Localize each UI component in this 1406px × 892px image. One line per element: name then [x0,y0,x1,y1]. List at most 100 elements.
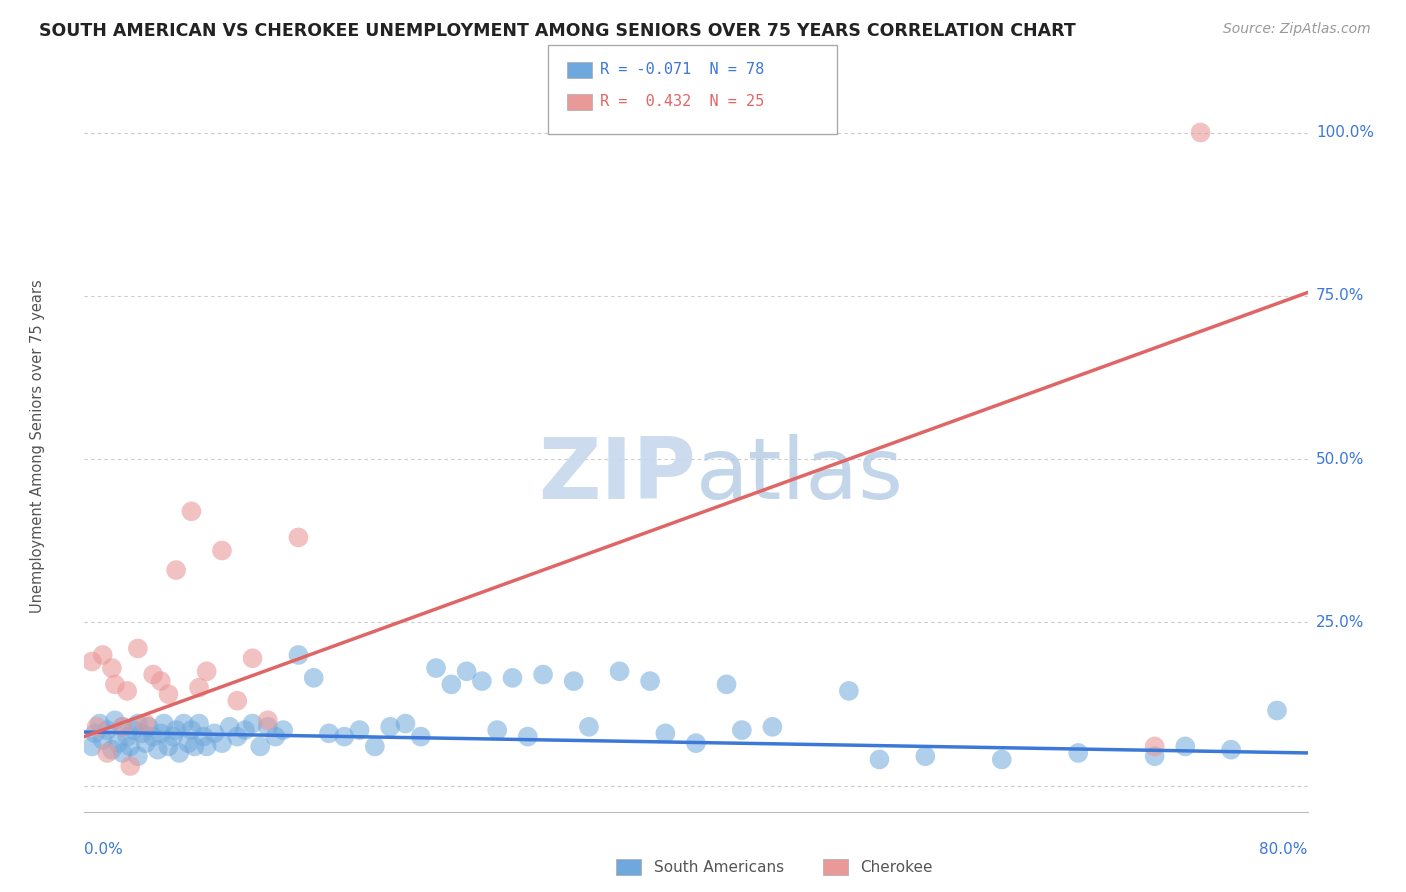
Point [120,759,142,773]
Point [96,746,118,760]
Point [1265,704,1288,718]
Text: R = -0.071  N = 78: R = -0.071 N = 78 [600,62,765,77]
Text: SOUTH AMERICAN VS CHEROKEE UNEMPLOYMENT AMONG SENIORS OVER 75 YEARS CORRELATION : SOUTH AMERICAN VS CHEROKEE UNEMPLOYMENT … [39,22,1076,40]
Point [120,739,142,754]
Point [111,746,134,760]
Point [80,655,103,669]
Point [991,752,1014,766]
Point [380,720,402,734]
Point [91,732,114,747]
Point [142,667,165,681]
Point [471,674,494,689]
Point [486,723,509,737]
Text: 0.0%: 0.0% [84,842,124,857]
Point [84,726,107,740]
Point [264,730,287,744]
Point [562,674,585,689]
Point [131,726,153,740]
Text: South Americans: South Americans [654,860,785,874]
Point [188,681,211,695]
Point [1174,739,1197,754]
Point [226,694,249,708]
Point [193,730,215,744]
Point [1143,739,1166,754]
Point [115,684,138,698]
Point [122,723,145,737]
Point [89,716,111,731]
Point [101,742,124,756]
Point [165,563,187,577]
Point [242,651,264,665]
Point [302,671,325,685]
Text: 25.0%: 25.0% [1316,615,1364,630]
Point [107,736,129,750]
Point [157,687,180,701]
Point [318,726,340,740]
Point [233,723,256,737]
Point [394,716,416,731]
Point [157,739,180,754]
Text: 80.0%: 80.0% [1260,842,1308,857]
Text: Cherokee: Cherokee [860,860,934,874]
Point [104,677,127,691]
Point [685,736,707,750]
Text: Unemployment Among Seniors over 75 years: Unemployment Among Seniors over 75 years [31,279,45,613]
Point [165,723,187,737]
Point [440,677,463,691]
Point [111,720,134,734]
Point [349,723,371,737]
Point [249,739,271,754]
Point [135,716,157,731]
Point [287,648,309,662]
Point [127,716,149,731]
Text: 50.0%: 50.0% [1316,451,1364,467]
Point [202,726,225,740]
Point [183,739,205,754]
Point [531,667,554,681]
Point [333,730,356,744]
Point [127,749,149,764]
Point [80,739,103,754]
Text: 75.0%: 75.0% [1316,288,1364,303]
Point [578,720,600,734]
Point [180,504,202,518]
Point [91,648,114,662]
Point [142,730,165,744]
Point [1220,742,1243,756]
Point [914,749,936,764]
Point [149,674,172,689]
Point [1189,126,1212,140]
Point [146,742,169,756]
Point [195,665,218,679]
Point [211,543,233,558]
Point [135,736,157,750]
Point [409,730,432,744]
Point [761,720,783,734]
Point [86,720,108,734]
Point [716,677,738,691]
Point [425,661,447,675]
Point [502,671,524,685]
Point [364,739,387,754]
Text: ZIP: ZIP [538,434,696,516]
Point [173,716,195,731]
Point [271,723,294,737]
Point [869,752,891,766]
Point [838,684,860,698]
Point [188,716,211,731]
Point [211,736,233,750]
Point [177,736,200,750]
Point [180,723,202,737]
Text: Source: ZipAtlas.com: Source: ZipAtlas.com [1223,22,1371,37]
Text: 100.0%: 100.0% [1316,125,1374,140]
Point [654,726,676,740]
Text: atlas: atlas [696,434,904,516]
Point [1143,749,1166,764]
Point [149,726,172,740]
Point [127,641,149,656]
Point [115,730,138,744]
Text: R =  0.432  N = 25: R = 0.432 N = 25 [600,95,765,109]
Point [101,661,124,675]
Point [638,674,661,689]
Point [138,720,160,734]
